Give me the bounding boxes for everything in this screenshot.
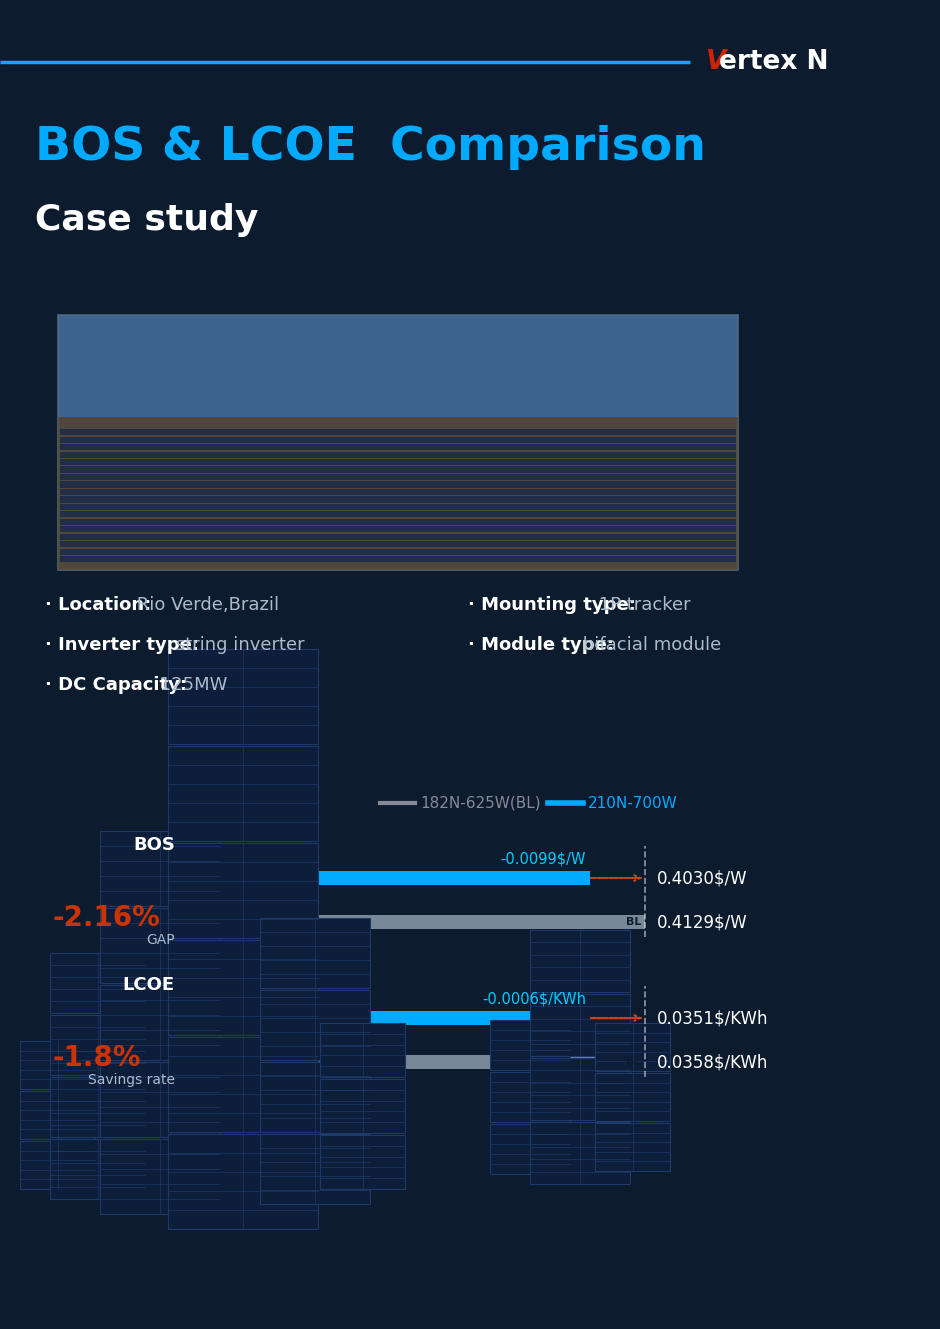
Bar bbox=[168, 649, 318, 744]
Bar bbox=[60, 534, 736, 540]
Bar bbox=[260, 918, 370, 987]
Text: · Module type:: · Module type: bbox=[468, 637, 614, 654]
Text: Savings rate: Savings rate bbox=[88, 1073, 175, 1087]
Bar bbox=[60, 489, 736, 494]
Text: · Location:: · Location: bbox=[45, 595, 151, 614]
Text: Case study: Case study bbox=[35, 203, 258, 237]
Bar bbox=[58, 417, 738, 570]
Bar bbox=[490, 1019, 570, 1070]
Bar bbox=[260, 1134, 370, 1204]
Bar bbox=[490, 1124, 570, 1174]
Text: 182N-625W(BL): 182N-625W(BL) bbox=[420, 796, 540, 811]
Text: 210N-700W: 210N-700W bbox=[588, 796, 678, 811]
Text: Rio Verde,Brazil: Rio Verde,Brazil bbox=[131, 595, 279, 614]
Bar bbox=[60, 474, 736, 480]
Text: 0.0358$/KWh: 0.0358$/KWh bbox=[657, 1053, 768, 1071]
Bar bbox=[168, 940, 318, 1035]
Bar bbox=[320, 1135, 405, 1189]
Bar bbox=[190, 1055, 645, 1069]
Text: · Mounting type:: · Mounting type: bbox=[468, 595, 635, 614]
Bar bbox=[595, 1023, 670, 1071]
Text: 0.4129$/W: 0.4129$/W bbox=[657, 913, 747, 932]
Bar bbox=[60, 497, 736, 502]
Bar bbox=[595, 1073, 670, 1120]
Bar bbox=[58, 315, 738, 570]
Bar bbox=[60, 512, 736, 517]
Bar bbox=[100, 1062, 220, 1138]
Bar bbox=[530, 1122, 630, 1184]
Bar bbox=[20, 1142, 95, 1189]
Bar bbox=[595, 1123, 670, 1171]
Bar bbox=[60, 436, 736, 443]
Text: string inverter: string inverter bbox=[170, 637, 305, 654]
Text: 0.0351$/KWh: 0.0351$/KWh bbox=[657, 1009, 769, 1027]
Bar bbox=[100, 908, 220, 983]
Bar bbox=[20, 1041, 95, 1088]
Bar bbox=[60, 549, 736, 556]
Bar bbox=[50, 1076, 145, 1138]
Bar bbox=[100, 985, 220, 1061]
Bar bbox=[168, 1037, 318, 1132]
Bar bbox=[60, 466, 736, 473]
Text: GAP: GAP bbox=[147, 933, 175, 948]
Bar bbox=[60, 429, 736, 435]
Bar bbox=[530, 1058, 630, 1120]
Text: BOS & LCOE  Comparison: BOS & LCOE Comparison bbox=[35, 125, 706, 170]
Bar bbox=[50, 1015, 145, 1075]
Bar bbox=[60, 541, 736, 548]
Bar bbox=[60, 504, 736, 510]
Text: -1.8%: -1.8% bbox=[52, 1045, 140, 1073]
Bar bbox=[320, 1079, 405, 1134]
Bar bbox=[490, 1073, 570, 1122]
Bar bbox=[190, 914, 645, 929]
Bar bbox=[60, 444, 736, 451]
Bar bbox=[530, 930, 630, 991]
Bar bbox=[50, 1139, 145, 1199]
Bar bbox=[58, 315, 738, 417]
Bar bbox=[260, 990, 370, 1061]
Bar bbox=[60, 452, 736, 457]
Text: · Inverter type:: · Inverter type: bbox=[45, 637, 199, 654]
Bar bbox=[530, 994, 630, 1057]
Bar bbox=[260, 1062, 370, 1132]
Bar bbox=[168, 1134, 318, 1229]
Bar bbox=[60, 526, 736, 533]
Text: bifacial module: bifacial module bbox=[577, 637, 722, 654]
Text: BOS: BOS bbox=[133, 836, 175, 855]
Text: 1P tracker: 1P tracker bbox=[593, 595, 690, 614]
Text: -0.0099$/W: -0.0099$/W bbox=[500, 851, 586, 867]
Text: 0.4030$/W: 0.4030$/W bbox=[657, 869, 747, 886]
Bar bbox=[168, 843, 318, 938]
Bar bbox=[60, 518, 736, 525]
Text: BL: BL bbox=[626, 1057, 641, 1067]
Bar bbox=[168, 746, 318, 841]
Text: -0.0006$/KWh: -0.0006$/KWh bbox=[482, 991, 586, 1006]
Bar bbox=[50, 953, 145, 1013]
Text: V: V bbox=[706, 49, 727, 74]
Bar bbox=[60, 557, 736, 562]
Text: BL: BL bbox=[626, 917, 641, 928]
Text: 125MW: 125MW bbox=[154, 676, 227, 694]
Bar bbox=[320, 1023, 405, 1076]
Bar bbox=[100, 831, 220, 906]
Text: -2.16%: -2.16% bbox=[52, 904, 160, 932]
Text: ertex N: ertex N bbox=[719, 49, 828, 74]
Bar bbox=[60, 459, 736, 465]
Text: · DC Capacity:: · DC Capacity: bbox=[45, 676, 187, 694]
Bar bbox=[100, 1139, 220, 1213]
Bar bbox=[60, 481, 736, 488]
Bar bbox=[20, 1091, 95, 1139]
Text: LCOE: LCOE bbox=[123, 975, 175, 994]
Bar bbox=[190, 1011, 590, 1025]
Bar bbox=[190, 870, 590, 885]
